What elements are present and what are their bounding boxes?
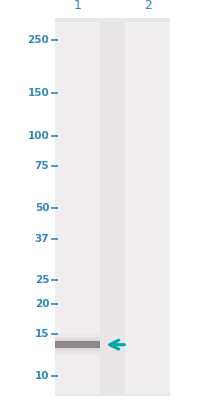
Bar <box>55 22 100 394</box>
Text: 15: 15 <box>34 329 49 339</box>
Text: 2: 2 <box>143 0 151 12</box>
Bar <box>55 334 100 356</box>
Text: 50: 50 <box>34 203 49 213</box>
Text: 25: 25 <box>34 275 49 285</box>
Bar <box>55 337 100 353</box>
Text: 75: 75 <box>34 161 49 171</box>
Text: 150: 150 <box>27 88 49 98</box>
Text: 250: 250 <box>27 35 49 45</box>
Bar <box>55 340 100 350</box>
Text: 37: 37 <box>34 234 49 244</box>
Bar <box>55 342 100 348</box>
Bar <box>55 335 100 354</box>
Text: 10: 10 <box>34 371 49 381</box>
Bar <box>124 22 169 394</box>
Text: 100: 100 <box>27 131 49 141</box>
Bar <box>55 338 100 351</box>
Text: 20: 20 <box>34 299 49 309</box>
Bar <box>55 18 169 396</box>
Text: 1: 1 <box>74 0 81 12</box>
